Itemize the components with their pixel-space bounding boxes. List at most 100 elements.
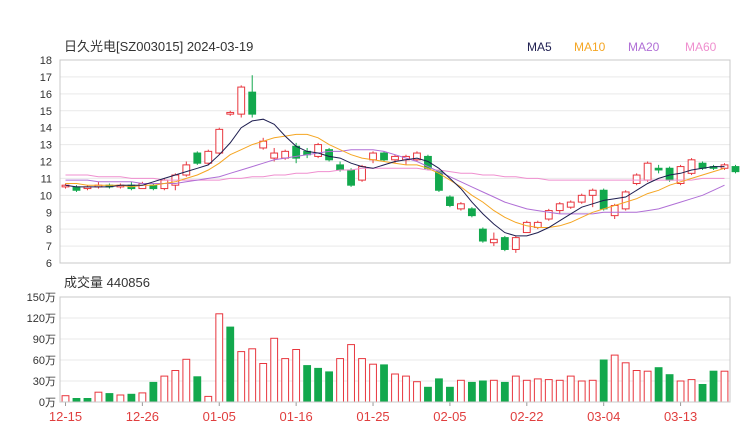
candle-body <box>347 169 355 186</box>
volume-bar <box>566 375 575 403</box>
candle <box>489 232 498 247</box>
legend-ma60[interactable]: MA60 <box>685 40 717 54</box>
volume-bar <box>665 374 674 403</box>
volume-bar <box>522 379 531 403</box>
date-tick-label: 02-05 <box>433 409 466 424</box>
candle <box>413 151 421 162</box>
volume-bar <box>500 381 509 403</box>
legend-ma5[interactable]: MA5 <box>527 40 552 54</box>
price-tick-label: 7 <box>46 241 52 253</box>
candle-body <box>489 238 498 244</box>
date-tick-label: 01-25 <box>356 409 389 424</box>
volume-bar <box>61 395 70 403</box>
ma5-line <box>65 118 725 237</box>
ma10-line <box>65 133 725 228</box>
date-tick-label: 01-05 <box>203 409 236 424</box>
candle <box>259 137 268 150</box>
candle <box>325 147 334 162</box>
candle-body <box>676 166 685 184</box>
volume-plot-frame <box>59 296 731 403</box>
volume-bar <box>720 370 729 403</box>
candle <box>314 142 323 159</box>
candle <box>478 227 487 243</box>
volume-bar <box>610 354 619 403</box>
candle <box>248 75 257 118</box>
candle-body <box>204 150 213 164</box>
candle <box>632 173 641 186</box>
volume-bar <box>182 358 191 403</box>
volume-bar <box>446 386 454 403</box>
volume-bar <box>698 384 707 403</box>
price-tick-label: 10 <box>40 190 52 202</box>
volume-bar <box>259 363 268 403</box>
volume-bar <box>544 379 553 403</box>
volume-bar <box>511 375 520 403</box>
candle-body <box>577 194 586 203</box>
chart-title: 日久光电[SZ003015] 2024-03-19 <box>64 39 253 54</box>
candle-body <box>456 203 465 210</box>
candle-body <box>687 159 696 174</box>
candle-body <box>588 189 597 196</box>
candle <box>270 147 279 162</box>
price-tick-label: 14 <box>40 123 52 135</box>
volume-bar <box>489 379 498 403</box>
candle-body <box>446 196 454 206</box>
volume-bar <box>358 358 366 403</box>
volume-y-axis: 150万 120万 90万 60万 30万 0万 <box>27 292 56 409</box>
volume-bar <box>72 398 81 403</box>
date-tick-label: 03-04 <box>587 409 620 424</box>
volume-bar <box>555 379 564 403</box>
price-tick-label: 8 <box>46 224 52 236</box>
volume-bar <box>467 381 476 403</box>
candle <box>544 208 553 221</box>
candle-body <box>325 149 334 161</box>
volume-bar <box>325 371 334 403</box>
volume-bar <box>599 359 608 403</box>
legend-ma10[interactable]: MA10 <box>574 40 606 54</box>
volume-bar <box>676 380 685 403</box>
volume-bar <box>380 364 388 403</box>
candle-body <box>478 228 487 242</box>
candle <box>456 202 465 211</box>
volume-bar <box>127 393 136 403</box>
candle-body <box>369 152 377 161</box>
volume-bar <box>643 370 652 403</box>
volume-bar <box>588 379 597 403</box>
price-tick-label: 9 <box>46 207 52 219</box>
candle-body <box>654 167 663 171</box>
candle-body <box>270 152 279 159</box>
candle-body <box>500 237 509 250</box>
ma20-line <box>65 149 725 215</box>
price-tick-label: 12 <box>40 157 52 169</box>
date-tick-label: 02-22 <box>510 409 543 424</box>
legend-ma20[interactable]: MA20 <box>628 40 660 54</box>
candle-body <box>226 111 235 115</box>
candle <box>215 127 224 155</box>
candle <box>193 151 202 165</box>
volume-bar <box>281 358 290 403</box>
ma60-line <box>65 167 725 181</box>
price-tick-label: 18 <box>40 55 52 67</box>
volume-bar <box>435 378 443 403</box>
candle <box>687 158 696 176</box>
candle-body <box>566 201 575 208</box>
moving-average-lines <box>65 118 725 237</box>
volume-bar <box>204 395 213 403</box>
candle-body <box>413 152 421 161</box>
volume-bar <box>160 375 169 403</box>
candle-body <box>391 155 399 161</box>
volume-bar <box>94 391 103 403</box>
volume-bar <box>105 393 114 403</box>
candle <box>621 190 630 211</box>
candle <box>500 235 509 252</box>
candle-body <box>467 208 476 217</box>
volume-bar <box>369 363 377 403</box>
date-tick-label: 03-13 <box>664 409 697 424</box>
volume-bar <box>709 370 718 403</box>
candle <box>446 195 454 208</box>
volume-bar <box>413 381 421 403</box>
candle <box>226 110 235 116</box>
candle-body <box>248 91 257 115</box>
volume-bar <box>303 365 312 403</box>
